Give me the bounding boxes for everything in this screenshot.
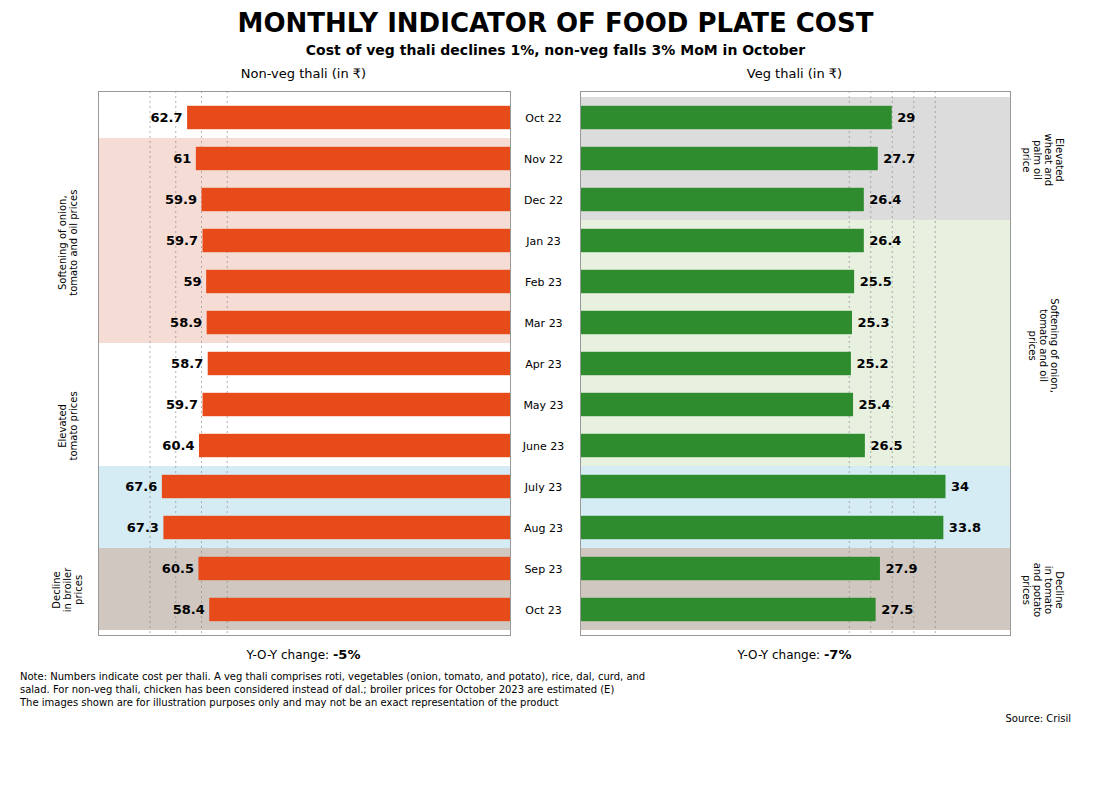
svg-text:59.9: 59.9 xyxy=(164,192,196,207)
svg-text:59.7: 59.7 xyxy=(165,397,197,412)
html-text:Non-veg thali (in ₹): Non-veg thali (in ₹) xyxy=(240,66,367,81)
svg-text:61: 61 xyxy=(173,151,191,166)
svg-text:33.8: 33.8 xyxy=(948,520,980,535)
html-text:Y-O-Y change: -5%: Y-O-Y change: -5% xyxy=(246,647,361,662)
svg-text:29: 29 xyxy=(897,110,915,125)
html-text:MONTHLY INDICATOR OF FOOD PLAT: MONTHLY INDICATOR OF FOOD PLATE COST xyxy=(237,8,874,38)
html-text:Source: Crisil: Source: Crisil xyxy=(1005,713,1071,724)
html-text:Cost of veg thali declines 1%,: Cost of veg thali declines 1%, non-veg f… xyxy=(305,42,806,58)
svg-text:Elevatedwheat andpalm oilprice: Elevatedwheat andpalm oilprice xyxy=(1021,133,1065,186)
svg-text:58.4: 58.4 xyxy=(172,602,204,617)
svg-text:Jan 23: Jan 23 xyxy=(525,235,560,248)
svg-text:May 23: May 23 xyxy=(523,399,563,412)
svg-text:25.5: 25.5 xyxy=(859,274,891,289)
svg-text:Oct 23: Oct 23 xyxy=(525,604,562,617)
svg-text:Sep 23: Sep 23 xyxy=(524,563,562,576)
svg-text:60.4: 60.4 xyxy=(162,438,194,453)
svg-text:58.9: 58.9 xyxy=(170,315,202,330)
svg-text:60.5: 60.5 xyxy=(161,561,193,576)
svg-text:Apr 23: Apr 23 xyxy=(525,358,562,371)
svg-text:Softening of onion,tomato and: Softening of onion,tomato and oil prices xyxy=(56,190,78,296)
svg-text:26.4: 26.4 xyxy=(869,192,901,207)
svg-text:26.5: 26.5 xyxy=(870,438,902,453)
svg-text:Mar 23: Mar 23 xyxy=(524,317,562,330)
svg-text:June 23: June 23 xyxy=(521,440,563,453)
svg-text:26.4: 26.4 xyxy=(869,233,901,248)
svg-text:Aug 23: Aug 23 xyxy=(524,522,563,535)
svg-text:25.3: 25.3 xyxy=(857,315,889,330)
html-text:Y-O-Y change: -7%: Y-O-Y change: -7% xyxy=(737,647,852,662)
svg-text:25.2: 25.2 xyxy=(856,356,888,371)
svg-text:59.7: 59.7 xyxy=(165,233,197,248)
svg-text:34: 34 xyxy=(951,479,969,494)
svg-text:Elevatedtomato prices: Elevatedtomato prices xyxy=(56,391,78,460)
svg-text:59: 59 xyxy=(183,274,201,289)
svg-text:25.4: 25.4 xyxy=(858,397,890,412)
svg-text:Feb 23: Feb 23 xyxy=(525,276,562,289)
html-text:Veg thali (in ₹): Veg thali (in ₹) xyxy=(746,66,843,81)
html-text:Note: Numbers indicate cost pe: Note: Numbers indicate cost per thali. A… xyxy=(20,671,646,708)
svg-text:Declinein tomatoand potatopric: Declinein tomatoand potatoprices xyxy=(1021,563,1065,618)
svg-text:67.3: 67.3 xyxy=(126,520,158,535)
svg-text:67.6: 67.6 xyxy=(125,479,157,494)
svg-text:Declinein broilerprices: Declinein broilerprices xyxy=(51,567,84,612)
svg-text:62.7: 62.7 xyxy=(150,110,182,125)
svg-text:Dec 22: Dec 22 xyxy=(524,194,563,207)
svg-text:Oct 22: Oct 22 xyxy=(525,112,562,125)
svg-text:58.7: 58.7 xyxy=(171,356,203,371)
svg-text:27.5: 27.5 xyxy=(881,602,913,617)
svg-text:July 23: July 23 xyxy=(523,481,561,494)
svg-text:27.7: 27.7 xyxy=(883,151,915,166)
svg-text:Nov 22: Nov 22 xyxy=(524,153,563,166)
svg-text:Softening of onion,tomato and: Softening of onion,tomato and oilprices xyxy=(1026,298,1059,393)
svg-text:27.9: 27.9 xyxy=(885,561,917,576)
